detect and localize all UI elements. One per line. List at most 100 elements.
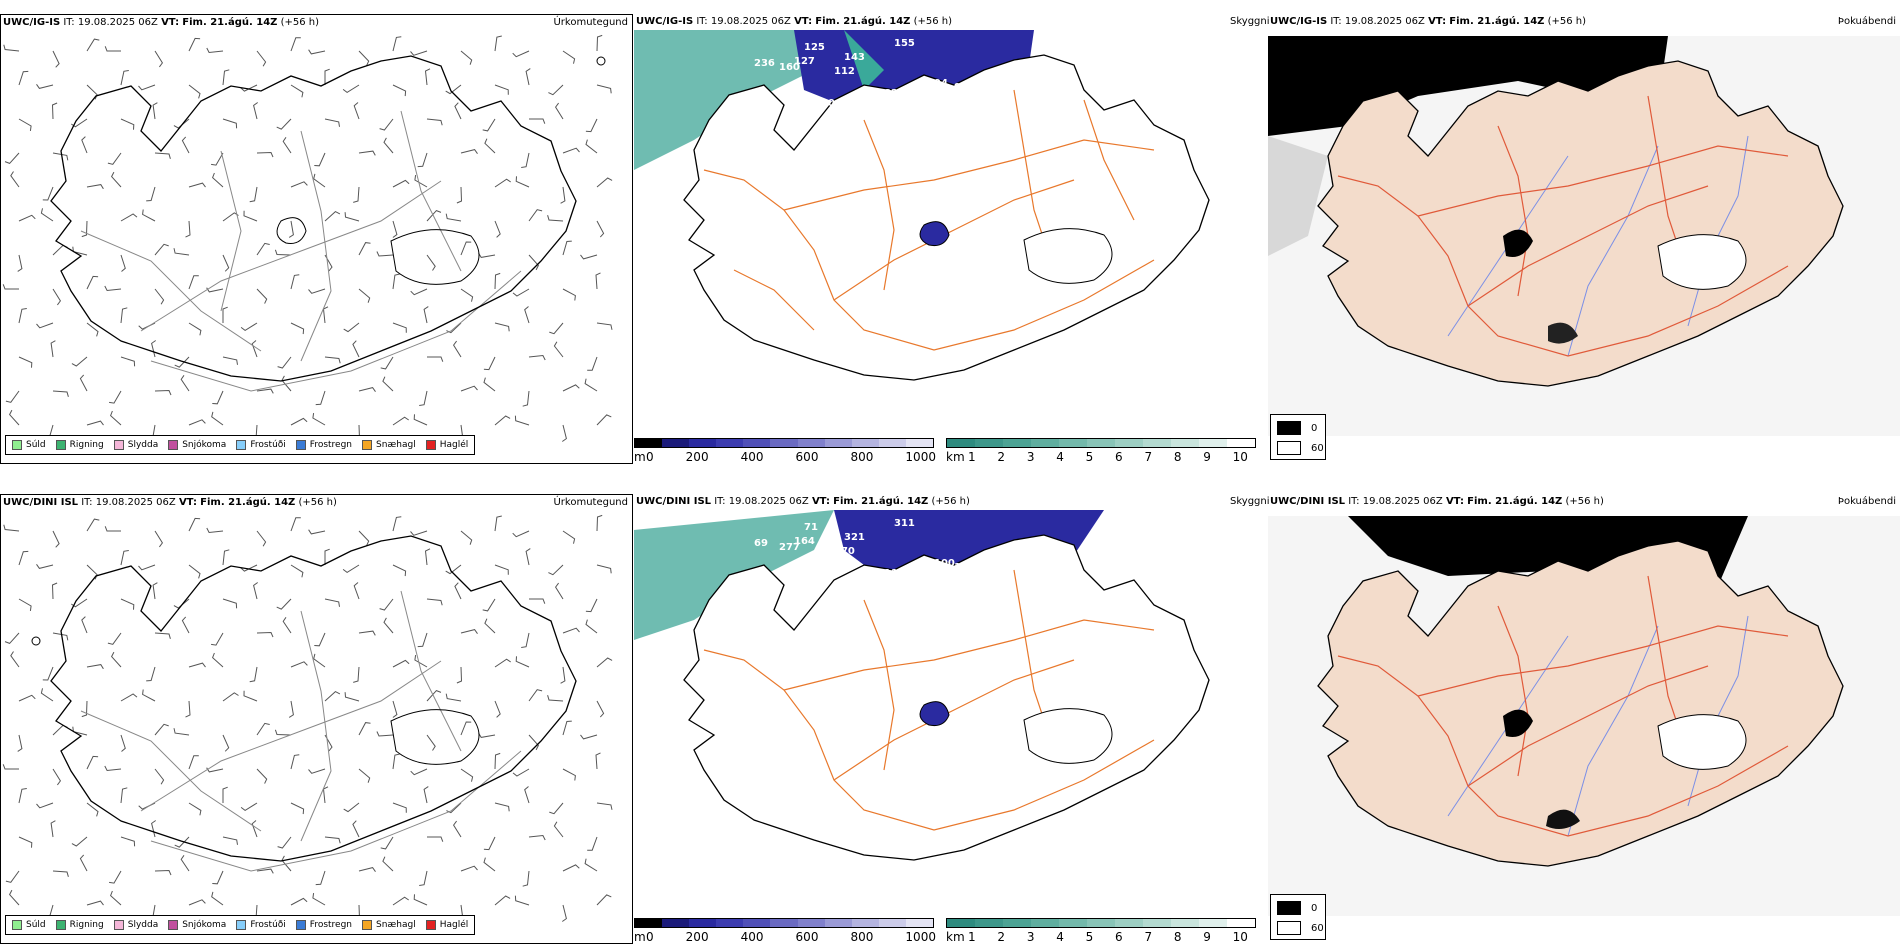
precip-legend-item: Snæhagl: [362, 440, 416, 450]
wind-barb: [211, 891, 224, 906]
wind-barb: [426, 690, 442, 702]
visibility-value: 170: [834, 546, 855, 557]
wind-barb: [315, 390, 326, 406]
legend-swatch: [362, 920, 373, 930]
legend-label: Snjókoma: [182, 920, 227, 930]
visibility-value: 143: [844, 52, 865, 63]
scale-color-step: [1003, 439, 1031, 447]
wind-barb: [494, 564, 509, 575]
wind-barb: [483, 377, 496, 392]
wind-barb: [460, 629, 478, 634]
wind-barb: [478, 732, 496, 738]
wind-barb: [494, 35, 502, 52]
legend-label: Súld: [26, 920, 46, 930]
wind-barb: [154, 243, 169, 256]
scale-color-step: [851, 439, 879, 447]
wind-barb: [2, 764, 19, 770]
precip-legend-item: Frostregn: [295, 920, 353, 930]
wind-barb: [494, 895, 511, 906]
wind-barb: [410, 288, 428, 296]
wind-barb: [483, 857, 496, 872]
wind-barb: [392, 516, 402, 532]
visibility-value: 160: [779, 62, 800, 73]
wind-barb: [256, 768, 268, 784]
wind-barb: [243, 210, 258, 222]
scale-color-step: [635, 919, 663, 927]
visibility-value: 58: [894, 110, 908, 121]
wind-barb: [104, 526, 121, 532]
wind-barb: [42, 666, 54, 681]
wind-barb: [494, 752, 501, 770]
wind-barb: [18, 356, 33, 368]
wind-barb: [596, 802, 613, 810]
wind-barb: [549, 802, 564, 815]
wind-barb: [188, 662, 206, 668]
wind-barb: [392, 659, 410, 668]
wind-barb: [138, 564, 156, 571]
wind-barb: [40, 208, 54, 222]
wind-barb: [188, 802, 202, 816]
wind-barb: [109, 390, 122, 404]
wind-barb: [525, 68, 531, 86]
wind-barb: [426, 598, 443, 606]
cloud-base-scale: m 0 200 400 600 800 1000: [634, 918, 944, 944]
scale-tick-label: 400: [740, 930, 764, 944]
wind-barb: [560, 666, 566, 684]
legend-label: 0: [1311, 902, 1318, 914]
legend-swatch: [55, 440, 66, 450]
wind-barb: [154, 632, 171, 639]
scale-color-step: [1199, 919, 1227, 927]
legend-swatch: [236, 920, 247, 930]
wind-barb: [553, 821, 564, 838]
precip-legend-item: Haglél: [425, 920, 468, 930]
wind-barb: [290, 274, 300, 290]
visibility-scale: km 1 2 3 4 5 6 7 8 9 10: [946, 918, 1258, 944]
wind-barb: [120, 307, 128, 324]
wind-barb: [277, 836, 292, 849]
wind-barb: [446, 322, 462, 334]
wind-barb: [380, 836, 394, 850]
wind-barb: [110, 890, 122, 906]
wind-barb: [446, 802, 462, 814]
visibility-value: 109: [934, 576, 955, 587]
wind-barb: [308, 288, 326, 294]
wind-barb: [40, 688, 54, 702]
wind-barb: [413, 414, 428, 426]
wind-barb: [596, 84, 612, 94]
wind-barb: [154, 869, 172, 876]
wind-barb: [185, 700, 191, 718]
wind-barb: [515, 656, 530, 668]
wind-barb: [596, 514, 603, 532]
legend-label: Frostúði: [250, 920, 286, 930]
wind-barb: [240, 802, 258, 812]
wind-barb: [8, 889, 20, 906]
scale-tick-label: 7: [1144, 450, 1153, 464]
cloud-visibility-panel-dini: UWC/DINI ISL IT: 19.08.2025 06Z VT: Fim.…: [634, 494, 1266, 944]
wind-barb: [290, 322, 305, 335]
precip-panel-dini: UWC/DINI ISL IT: 19.08.2025 06Z VT: Fim.…: [0, 494, 633, 944]
scale-color-step: [689, 439, 717, 447]
wind-barb: [562, 384, 580, 392]
wind-barb: [585, 598, 598, 613]
legend-label: Frostúði: [250, 440, 286, 450]
wind-barb: [71, 836, 88, 847]
scale-color-step: [878, 919, 906, 927]
wind-barb: [521, 632, 530, 648]
scale-color-step: [1199, 439, 1227, 447]
visibility-value: 71: [804, 522, 818, 533]
wind-barb: [494, 220, 501, 238]
wind-barb: [585, 619, 598, 634]
wind-barb: [562, 147, 580, 154]
wind-barb: [51, 102, 58, 120]
legend-label: Frostregn: [309, 920, 353, 930]
wind-barb: [52, 768, 62, 786]
legend-swatch: [362, 440, 373, 450]
visibility-value: 99: [854, 570, 868, 581]
wind-barb: [206, 527, 224, 534]
wind-barb: [596, 322, 613, 330]
wind-barb: [529, 598, 546, 604]
legend-swatch: [236, 440, 247, 450]
wind-barb: [314, 152, 326, 167]
wind-barb: [392, 273, 400, 290]
scale-color-step: [905, 439, 934, 447]
